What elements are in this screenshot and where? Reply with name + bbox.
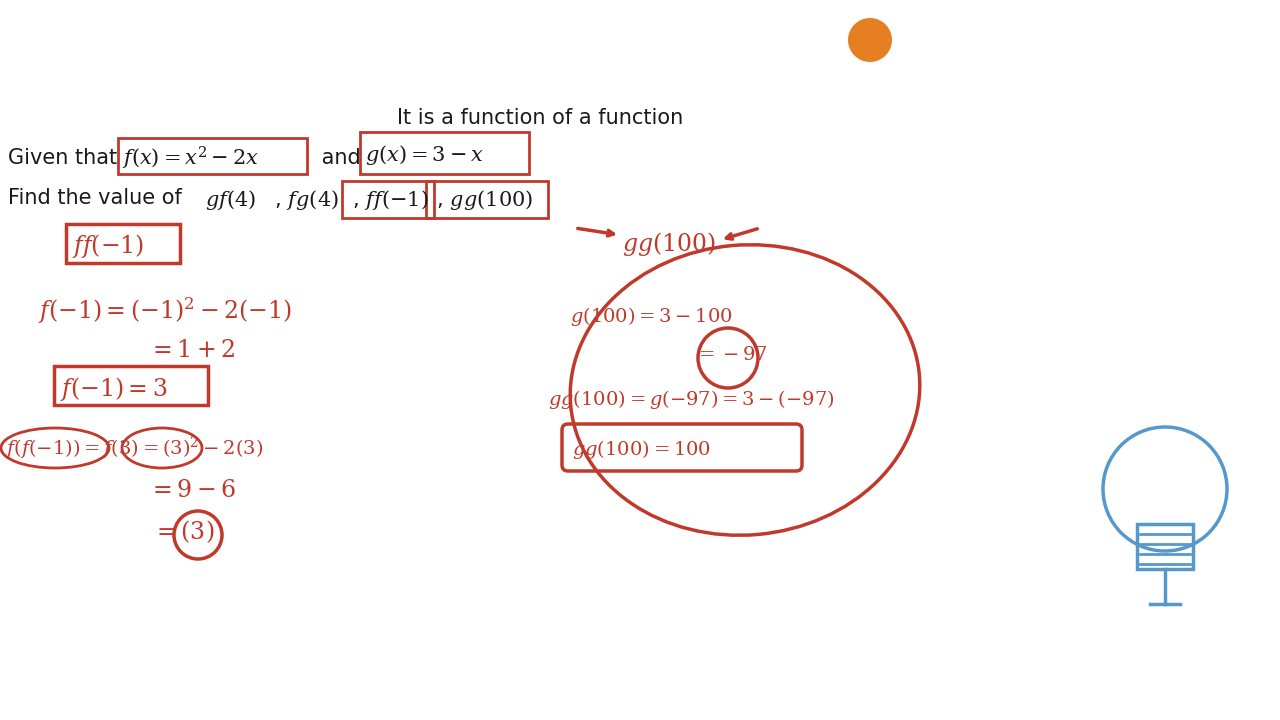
Text: $gg(100)$: $gg(100)$ <box>622 230 716 258</box>
Text: $g(100) = 3 - 100$: $g(100) = 3 - 100$ <box>570 305 732 328</box>
Text: RCI: RCI <box>1115 30 1157 50</box>
Text: , $gg(100)$: , $gg(100)$ <box>430 188 534 212</box>
Text: Given that: Given that <box>8 148 124 168</box>
Text: It is a function of a function: It is a function of a function <box>397 108 684 128</box>
Text: $f(-1) = 3$: $f(-1) = 3$ <box>60 375 168 403</box>
Text: $= 1 + 2$: $= 1 + 2$ <box>148 338 236 362</box>
Text: $gf(4)$: $gf(4)$ <box>205 188 256 212</box>
Text: $f(f(-1))=f(3) = (3)^2 - 2(3)$: $f(f(-1))=f(3) = (3)^2 - 2(3)$ <box>5 435 264 462</box>
Text: , $fg(4)$: , $fg(4)$ <box>268 188 339 212</box>
Text: ⚙: ⚙ <box>663 30 681 50</box>
Text: $ff(-1)$: $ff(-1)$ <box>72 232 145 260</box>
Text: $gg(100) = 100$: $gg(100) = 100$ <box>572 438 712 461</box>
Text: ROOTS: ROOTS <box>700 15 759 30</box>
Text: $f(x) = x^2 - 2x$: $f(x) = x^2 - 2x$ <box>122 145 259 172</box>
Text: METROPOLITAN INTERNATIONAL
UNIFIED COLLEGE: METROPOLITAN INTERNATIONAL UNIFIED COLLE… <box>895 53 996 63</box>
Circle shape <box>849 18 892 62</box>
Text: $= (3)$: $= (3)$ <box>152 518 214 544</box>
Text: $= -97$: $= -97$ <box>695 345 768 364</box>
Text: $f(-1) = (-1)^2 - 2(-1)$: $f(-1) = (-1)^2 - 2(-1)$ <box>38 295 292 325</box>
Text: $g(x) = 3 - x$: $g(x) = 3 - x$ <box>365 143 484 167</box>
Text: and: and <box>315 148 367 168</box>
Text: Composite Function: Composite Function <box>18 19 483 61</box>
Text: INTERNATIONAL
SCHOOLS & COLLEGES: INTERNATIONAL SCHOOLS & COLLEGES <box>700 48 787 68</box>
Text: , $ff(-1)$: , $ff(-1)$ <box>346 188 429 212</box>
Text: MIUC: MIUC <box>895 14 947 32</box>
Text: $gg(100) = g(-97) = 3-(-97)$: $gg(100) = g(-97) = 3-(-97)$ <box>548 388 835 411</box>
Text: $= 9 - 6$: $= 9 - 6$ <box>148 478 236 502</box>
Text: Find the value of: Find the value of <box>8 188 188 208</box>
